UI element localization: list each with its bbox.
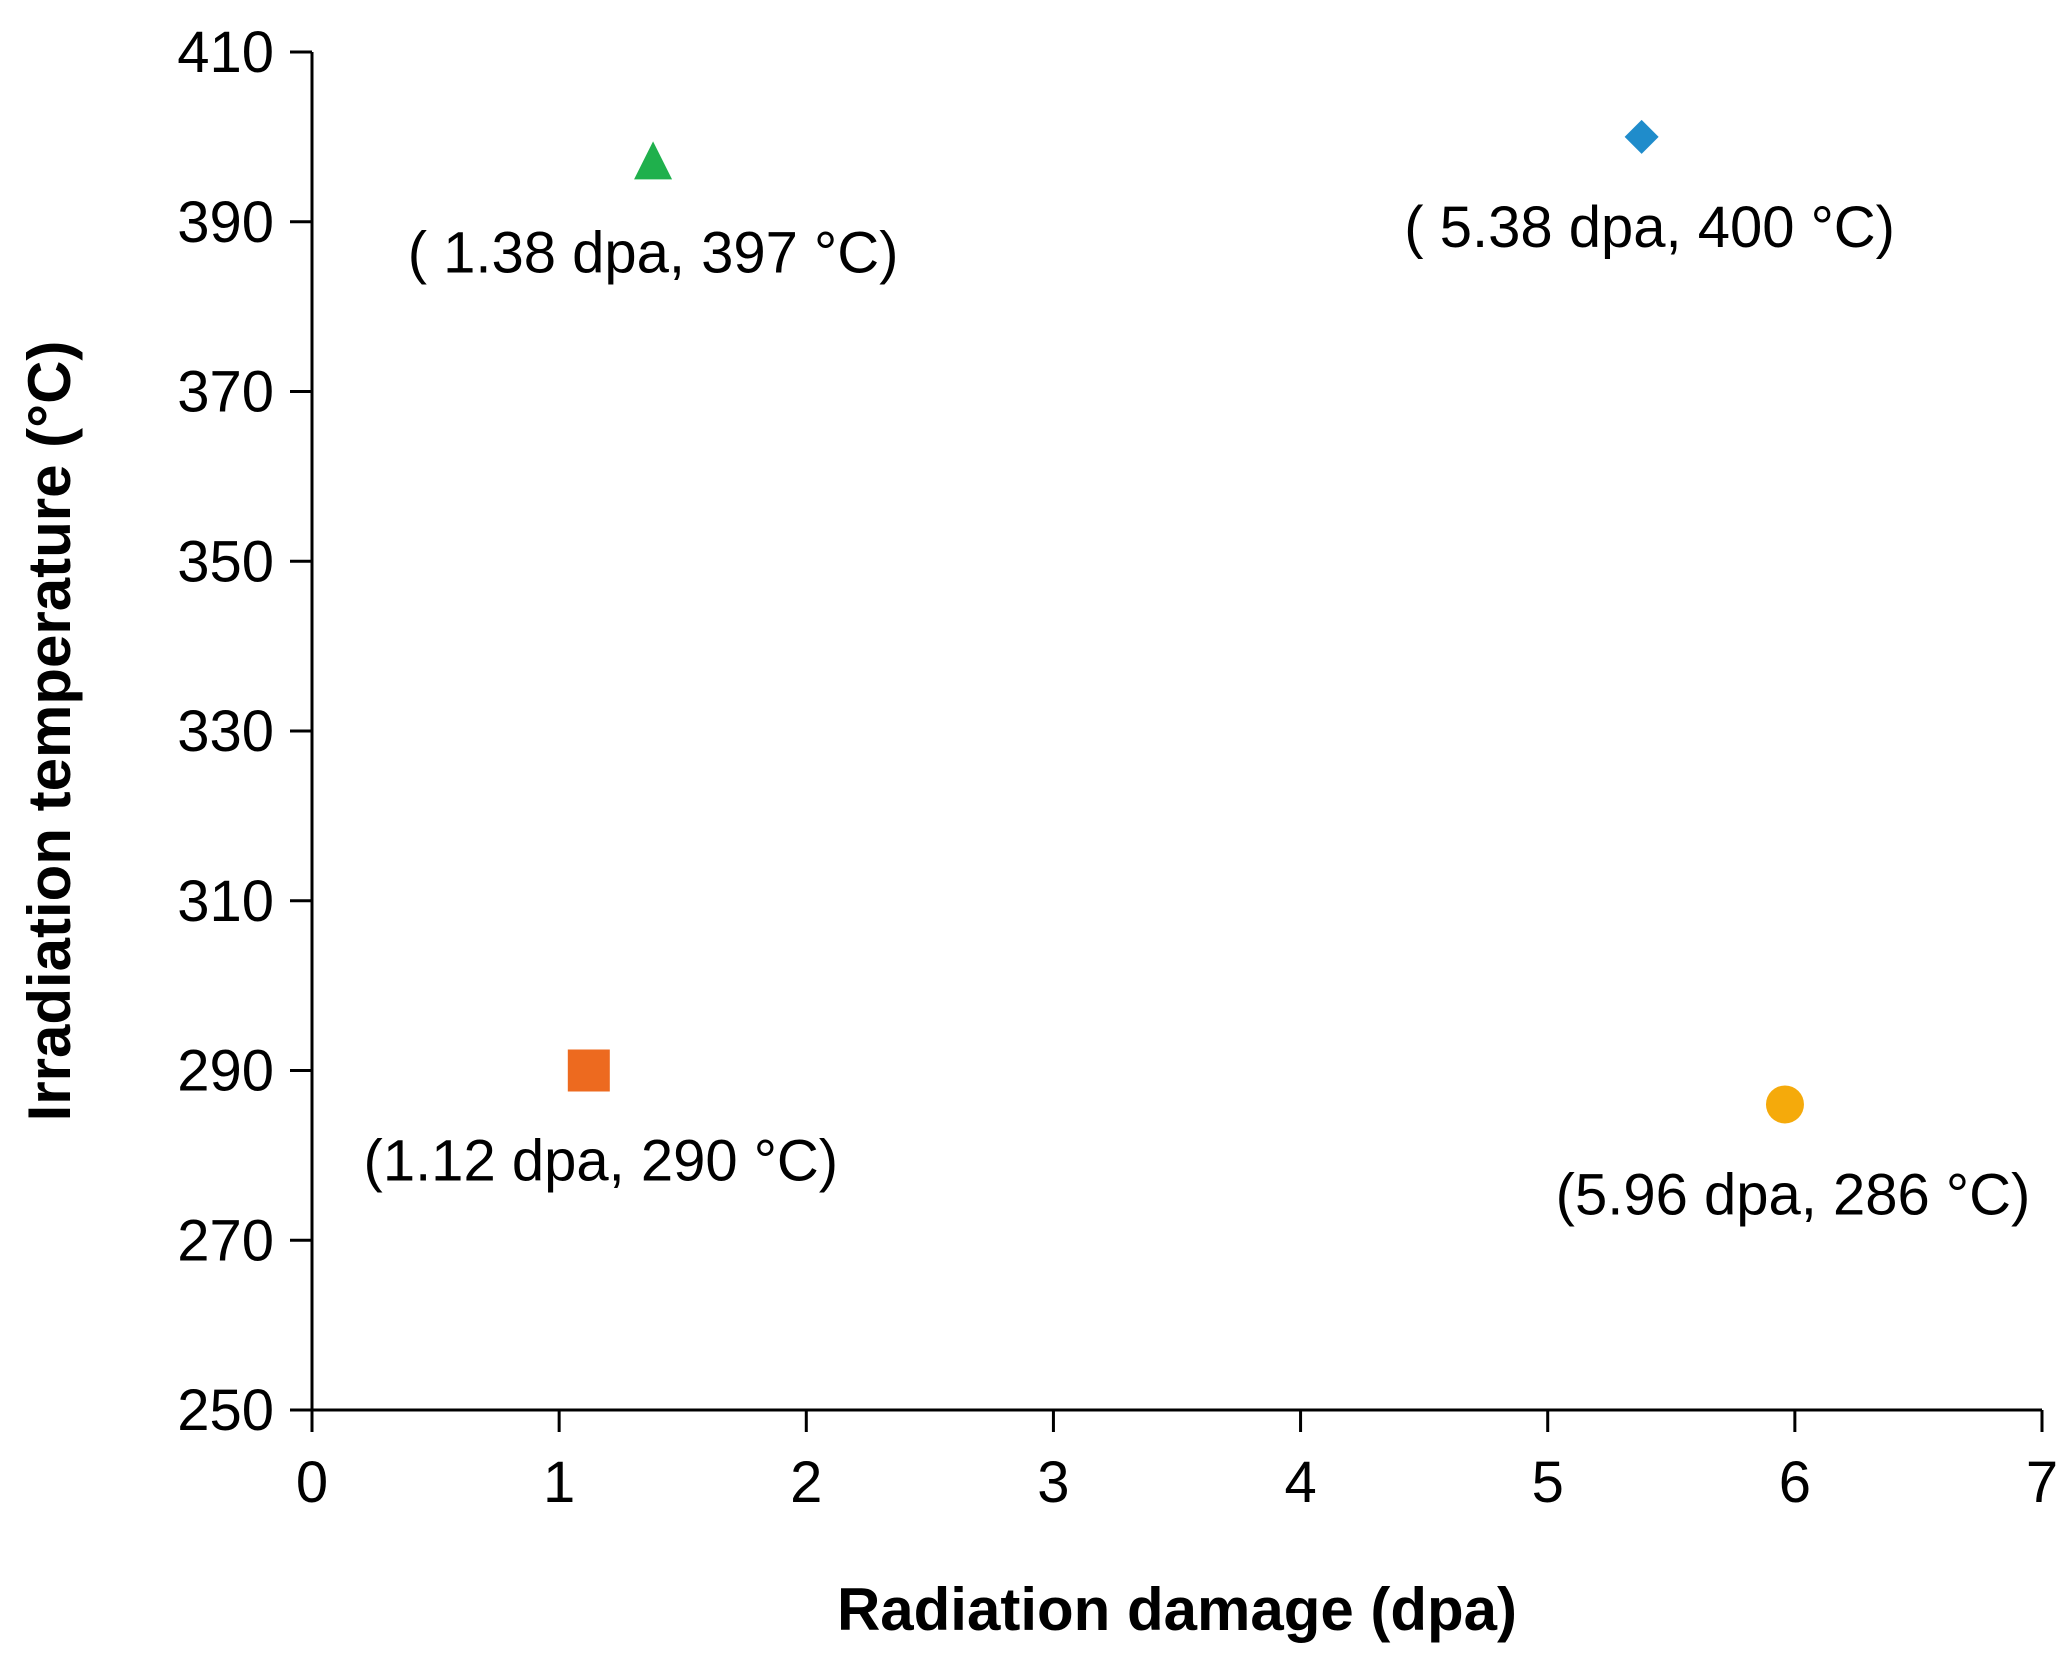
x-tick-label: 6	[1779, 1450, 1811, 1515]
x-tick-label: 5	[1532, 1450, 1564, 1515]
data-points	[567, 119, 1804, 1124]
square-label: (1.12 dpa, 290 °C)	[364, 1129, 839, 1194]
x-tick-label: 4	[1284, 1450, 1316, 1515]
circle-point	[1765, 1085, 1804, 1124]
y-axis-title: Irradiation temperature (°C)	[16, 341, 83, 1122]
y-tick-label: 250	[177, 1378, 274, 1443]
x-tick-label: 7	[2026, 1450, 2058, 1515]
y-tick-label: 370	[177, 360, 274, 425]
x-tick-label: 0	[296, 1450, 328, 1515]
x-tick-label: 1	[543, 1450, 575, 1515]
circle-label: (5.96 dpa, 286 °C)	[1556, 1162, 2031, 1227]
data-labels: ( 5.38 dpa, 400 °C) (1.12 dpa, 290 °C) ( 1…	[364, 195, 2031, 1228]
square-point	[567, 1049, 610, 1092]
triangle-label: ( 1.38 dpa, 397 °C)	[408, 220, 899, 285]
ticks: 250 270 290 310 330 350 370 390 410 0 1 2 3 4 5 6 7	[177, 20, 2058, 1515]
y-tick-label: 330	[177, 699, 274, 764]
y-tick-label: 270	[177, 1208, 274, 1273]
y-tick-label: 410	[177, 20, 274, 85]
y-tick-label: 290	[177, 1039, 274, 1104]
x-axis-title: Radiation damage (dpa)	[837, 1576, 1517, 1643]
diamond-label: ( 5.38 dpa, 400 °C)	[1404, 195, 1895, 260]
triangle-point	[634, 141, 673, 180]
x-tick-label: 2	[790, 1450, 822, 1515]
diamond-point	[1624, 119, 1659, 154]
y-tick-label: 310	[177, 869, 274, 934]
y-tick-label: 390	[177, 190, 274, 255]
x-tick-label: 3	[1037, 1450, 1069, 1515]
y-tick-label: 350	[177, 529, 274, 594]
